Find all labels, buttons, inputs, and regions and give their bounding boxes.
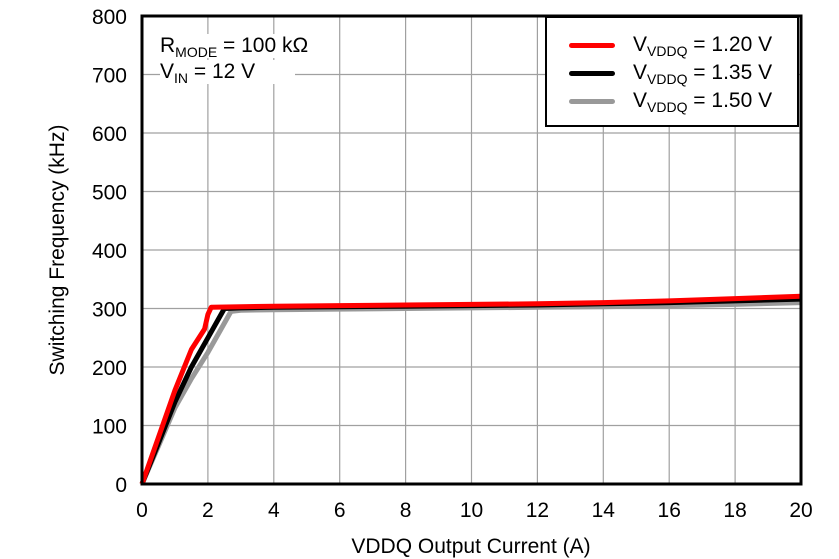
x-axis-ticks: 0 2 4 6 8 10 12 14 16 18 20 [136,499,813,522]
y-tick-label: 100 [92,416,127,439]
annotation-vin: VIN = 12 V [160,60,296,86]
x-tick-label: 12 [526,499,549,522]
x-axis-label: VDDQ Output Current (A) [351,535,590,558]
x-tick-label: 2 [202,499,214,522]
y-tick-label: 0 [115,474,127,497]
y-tick-label: 800 [92,6,127,29]
y-tick-label: 600 [92,123,127,146]
legend-label: VVDDQ = 1.20 V [633,33,773,59]
y-tick-label: 300 [92,299,127,322]
legend-label: VVDDQ = 1.50 V [633,89,773,115]
annotation-rmode: RMODE = 100 kΩ [160,34,309,60]
y-tick-label: 400 [92,240,127,263]
legend-item-1-35v: VVDDQ = 1.35 V [569,60,772,86]
x-tick-label: 4 [268,499,280,522]
x-tick-label: 16 [658,499,681,522]
x-tick-label: 6 [334,499,346,522]
vin-subscript: IN [174,70,189,86]
series-line [139,293,802,485]
vin-symbol: V [160,60,175,83]
x-tick-label: 18 [723,499,746,522]
legend-swatch-black [569,70,615,76]
x-tick-label: 20 [789,499,812,522]
x-tick-label: 10 [460,499,483,522]
legend-item-1-20v: VVDDQ = 1.20 V [569,32,772,58]
plot-frame [140,14,803,486]
rmode-subscript: MODE [175,44,218,60]
x-tick-label: 8 [400,499,412,522]
y-tick-label: 200 [92,357,127,380]
y-tick-label: 700 [92,65,127,88]
x-tick-label: 14 [592,499,616,522]
legend-swatch-red [569,42,615,48]
rmode-symbol: R [160,34,176,57]
data-series [139,293,802,485]
rmode-value: = 100 kΩ [217,34,309,57]
x-tick-label: 0 [136,499,148,522]
legend-swatch-gray [569,98,615,104]
y-axis-label: Switching Frequency (kHz) [46,125,69,376]
y-axis-ticks: 0 100 200 300 400 500 600 700 800 [92,6,127,497]
legend: VVDDQ = 1.20 V VVDDQ = 1.35 V VVDDQ = 1.… [545,16,799,127]
y-tick-label: 500 [92,182,127,205]
legend-label: VVDDQ = 1.35 V [633,61,773,87]
legend-item-1-50v: VVDDQ = 1.50 V [569,88,772,114]
vin-value: = 12 V [188,60,256,83]
